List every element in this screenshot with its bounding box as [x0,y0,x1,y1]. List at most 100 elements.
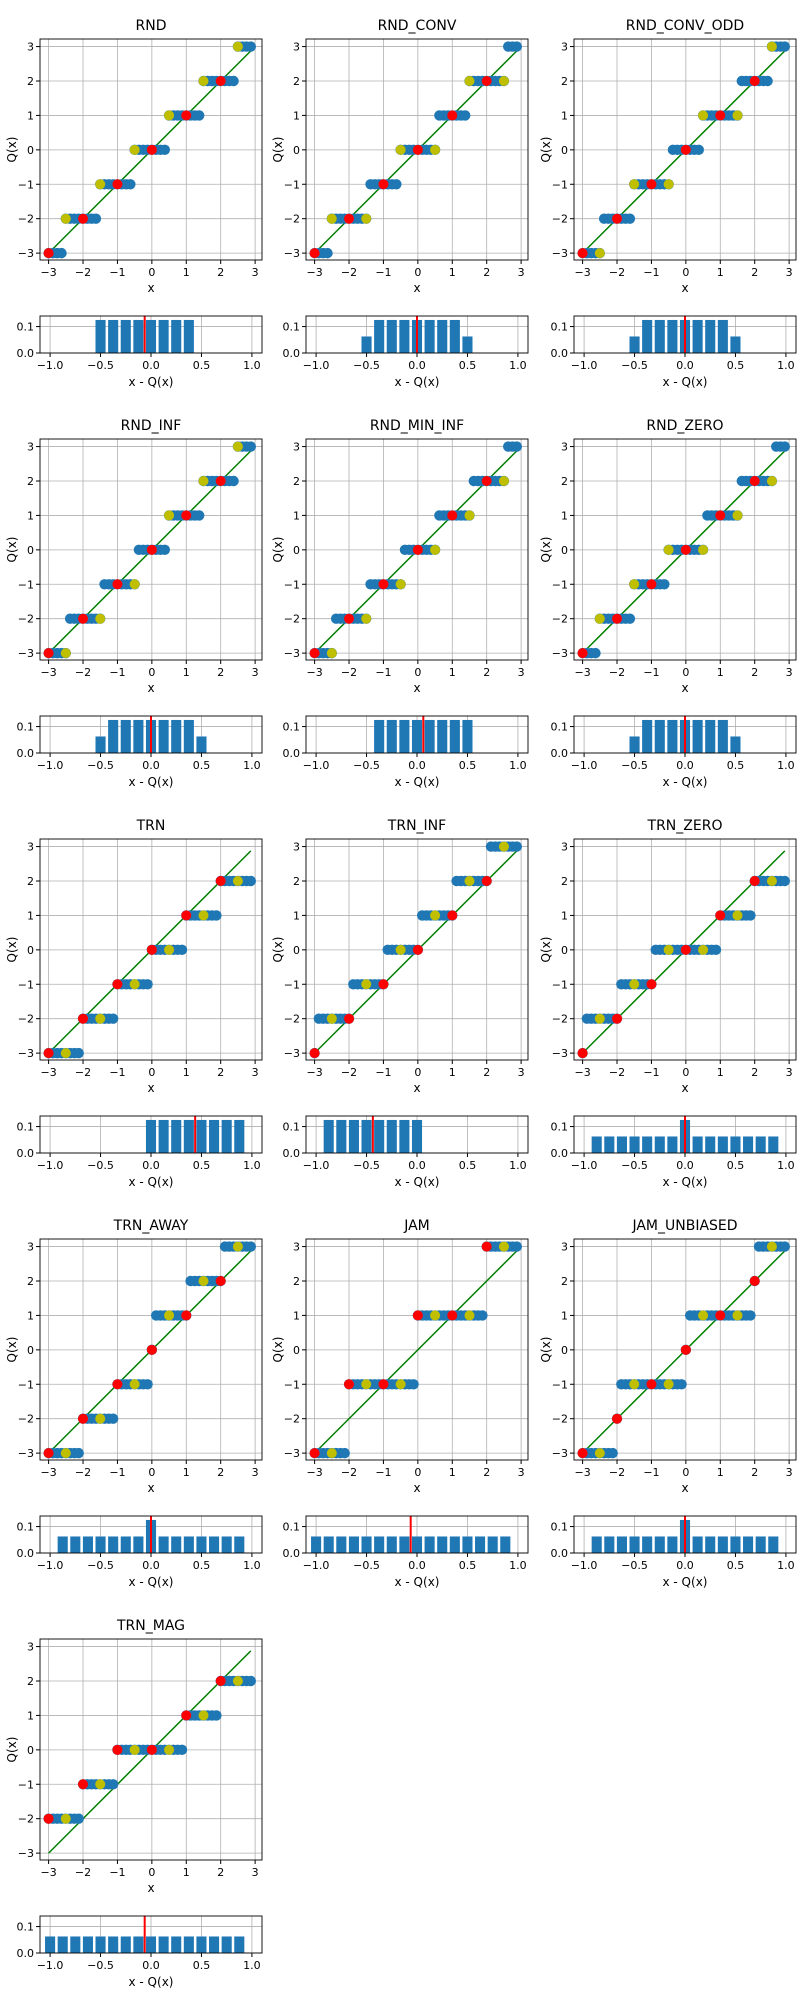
hist-x-tick-label: 0.5 [459,1559,477,1572]
quantized-point [245,41,257,52]
integer-point [481,475,492,486]
integer-point [680,144,691,155]
histogram-bar [145,1119,157,1153]
integer-point [146,1344,157,1355]
histogram-bar [120,719,131,753]
histogram-bar [361,336,372,353]
half-point [232,875,243,886]
hist-x-tick-label: 0.5 [727,359,745,372]
y-tick-label: −1 [18,1778,34,1791]
y-tick-label: 2 [27,875,34,888]
subplot-title: RND_CONV [378,18,457,34]
hist-x-tick-label: 0.5 [193,1559,211,1572]
hist-y-tick-label: 0.0 [551,347,569,360]
histogram-bar [311,1536,322,1553]
hist-y-tick-label: 0.0 [283,1547,301,1560]
x-tick-label: −3 [306,1066,322,1079]
main-axes-frame [39,1638,263,1861]
x-axis-label: x [413,281,420,295]
integer-point [412,944,423,955]
y-tick-label: 2 [293,75,300,88]
histogram-bar [730,736,741,753]
x-tick-label: −3 [574,1066,590,1079]
half-point [663,944,674,955]
hist-x-tick-label: −1.0 [571,359,598,372]
histogram-bar [629,736,640,753]
y-tick-label: −2 [284,1013,300,1026]
quantized-point [211,910,222,921]
histogram-bar [171,1119,182,1153]
main-axes: −3 −2 −1 0 1 2 3 −3 −2 −1 0 1 2 3 x Q(x) [5,1638,263,1895]
half-point [766,1241,777,1252]
y-tick-label: 3 [27,1241,34,1254]
hist-x-tick-label: −1.0 [571,759,598,772]
half-point [198,1710,209,1721]
half-point [395,1379,406,1390]
integer-point [215,1275,226,1286]
y-tick-label: 2 [27,75,34,88]
y-tick-label: 3 [27,41,34,54]
histogram-bar [145,319,157,353]
integer-point [146,544,157,555]
quantized-point [511,841,523,852]
y-tick-label: −1 [284,178,300,191]
x-tick-label: 3 [786,1466,793,1479]
hist-axes-frame [305,715,529,754]
y-tick-label: 1 [293,1309,300,1322]
histogram-bar [171,1936,182,1953]
hist-x-tick-label: −1.0 [303,759,330,772]
integer-point [215,75,226,86]
main-axes-frame [305,838,529,1061]
histogram-bar [424,719,435,753]
half-point [498,75,509,86]
y-tick-label: 0 [293,144,300,157]
x-tick-label: 1 [183,1066,190,1079]
x-tick-label: −2 [609,266,625,279]
y-tick-label: 1 [561,1309,568,1322]
hist-x-tick-label: −0.5 [353,1559,380,1572]
quantized-point [745,1310,756,1321]
half-point [430,1310,441,1321]
x-tick-label: 3 [786,1066,793,1079]
x-axis-label: x [413,1081,420,1095]
subplot-rnd-zero: RND_ZERO −3 −2 −1 0 1 2 3 −3 −2 −1 0 1 2 3 x Q(x) −1.0 −0.… [539,418,797,789]
hist-axes-frame [305,315,529,354]
histogram-bar [108,1936,119,1953]
hist-x-tick-label: 0.5 [459,759,477,772]
hist-x-tick-label: −1.0 [37,1959,64,1972]
integer-point [646,579,657,590]
hist-x-tick-label: 1.0 [243,1559,261,1572]
integer-point [447,510,458,521]
integer-point [112,179,123,190]
hist-y-tick-label: 0.1 [551,1521,569,1534]
histogram-bar [133,1536,144,1553]
histogram-bar [705,319,716,353]
integer-point [78,213,89,224]
histogram-bar [667,319,678,353]
main-axes: −3 −2 −1 0 1 2 3 −3 −2 −1 0 1 2 3 x Q(x) [5,38,263,295]
histogram-bar [386,1536,397,1553]
quantized-point [176,944,188,956]
hist-y-tick-label: 0.1 [17,1521,35,1534]
integer-point [181,910,192,921]
hist-x-axis-label: x - Q(x) [663,1175,708,1189]
x-tick-label: 2 [217,1466,224,1479]
half-point [698,944,709,955]
y-tick-label: 0 [561,1344,568,1357]
x-tick-label: 2 [483,666,490,679]
half-point [698,1310,709,1321]
x-tick-label: −1 [643,1466,659,1479]
hist-x-tick-label: 0.5 [193,1159,211,1172]
hist-x-tick-label: 0.0 [408,359,426,372]
x-tick-label: −3 [574,1466,590,1479]
y-tick-label: 0 [27,1344,34,1357]
hist-x-tick-label: −1.0 [303,359,330,372]
hist-y-tick-label: 0.1 [283,321,301,334]
histogram-bar [743,1136,754,1153]
hist-x-tick-label: −0.5 [353,359,380,372]
histogram-bar [642,719,653,753]
hist-x-tick-label: 1.0 [777,1559,795,1572]
y-tick-label: −2 [552,213,568,226]
histogram-bar [70,1536,81,1553]
